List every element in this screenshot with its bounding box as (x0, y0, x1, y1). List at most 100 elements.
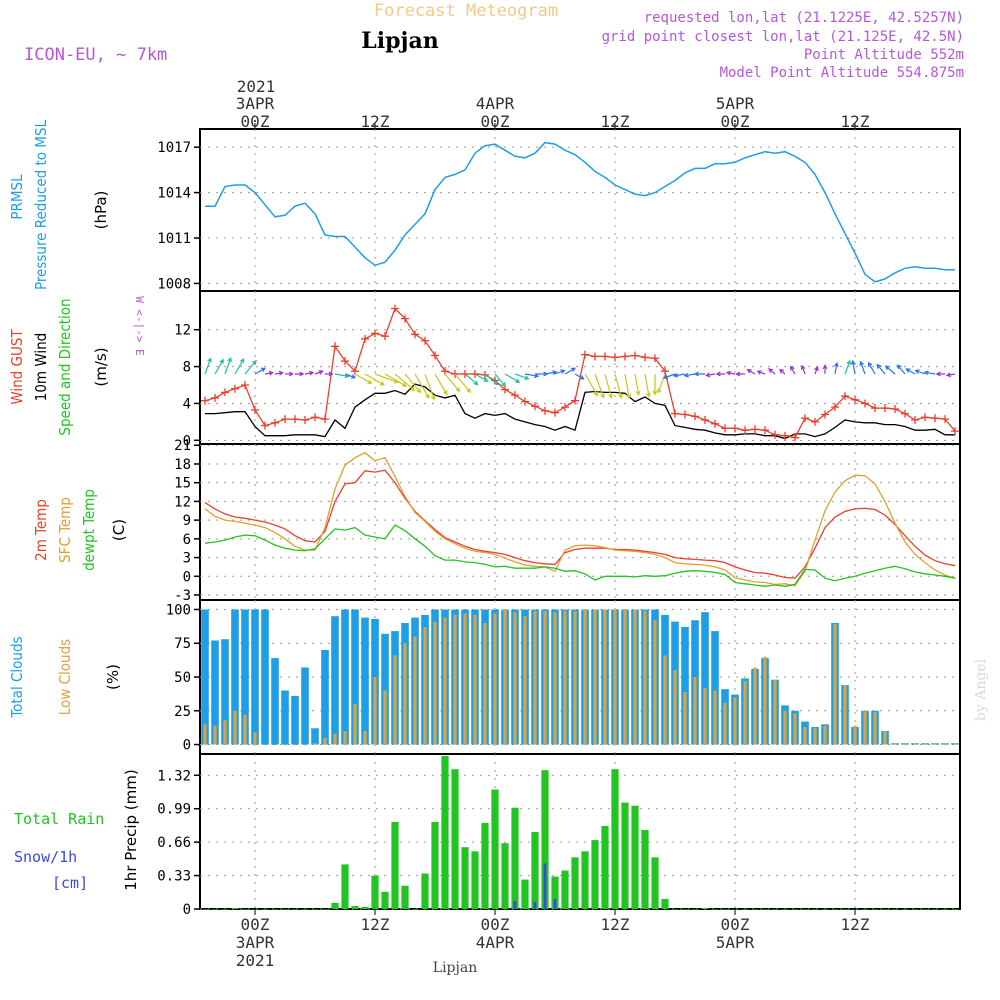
wind-gust-marker (941, 415, 949, 424)
low-clouds-bar (893, 743, 897, 745)
wind-gust-marker (711, 419, 719, 428)
wind-gust-marker (431, 351, 439, 360)
y-tick-label: 9 (183, 513, 191, 529)
wind-direction-arrow (905, 368, 916, 375)
wind-gust-marker (461, 369, 469, 378)
low-clouds-bar (543, 610, 547, 745)
wind-gust-marker (561, 403, 569, 412)
low-clouds-bar (593, 609, 597, 745)
wind-direction-arrow (683, 372, 696, 378)
wind-gust-marker (881, 404, 889, 413)
low-clouds-bar (333, 733, 337, 745)
wind-direction-arrow (833, 361, 839, 375)
low-clouds-bar (883, 731, 887, 745)
rain-bar (841, 909, 849, 910)
rain-bar (351, 906, 359, 909)
wind-direction-arrow (884, 365, 896, 375)
wind-gust-marker (551, 408, 559, 417)
low-clouds-bar (203, 724, 207, 745)
total-clouds-bar (281, 690, 289, 745)
low-clouds-bar (953, 743, 957, 745)
low-clouds-bar (323, 737, 327, 745)
wind-direction-arrow (624, 373, 632, 400)
low-clouds-bar (823, 725, 827, 745)
low-clouds-bar (263, 744, 267, 746)
rain-bar (311, 909, 319, 910)
rain-bar (651, 857, 659, 909)
rain-bar (231, 908, 239, 909)
panel-label: dewpt Temp (80, 489, 98, 571)
wind-direction-arrow (735, 371, 745, 377)
wind-direction-arrow (234, 358, 245, 375)
y-tick-label: 0.99 (157, 802, 191, 818)
low-clouds-bar (463, 613, 467, 745)
wind-gust-marker (301, 416, 309, 425)
x-hour-label-top: 00Z (721, 112, 750, 131)
wind-direction-arrow (444, 373, 461, 393)
panel-unit-label: (C) (110, 519, 128, 541)
low-clouds-bar (853, 725, 857, 745)
total-clouds-bar (321, 650, 329, 745)
wind-direction-arrow (778, 368, 786, 375)
wind-direction-arrow (564, 367, 576, 375)
rain-bar (661, 898, 669, 909)
wind-direction-arrow (768, 368, 776, 375)
y-tick-label: 6 (183, 532, 191, 548)
rain-bar (411, 909, 419, 910)
low-clouds-bar (383, 690, 387, 745)
low-clouds-bar (913, 743, 917, 745)
low-clouds-bar (253, 732, 257, 745)
low-clouds-bar (703, 687, 707, 745)
wind-gust-marker (621, 352, 629, 361)
panel-1: 1008 1011 1014 1017 (157, 128, 961, 292)
low-clouds-bar (273, 744, 277, 746)
rain-bar (501, 843, 509, 909)
wind-direction-arrow (859, 360, 866, 375)
wind-direction-arrow (514, 373, 530, 380)
wind-direction-arrow (844, 359, 851, 375)
wind-direction-arrow (662, 373, 676, 380)
x-date-label-bottom: 5APR (716, 933, 755, 952)
wind-direction-arrow (644, 373, 651, 398)
y-tick-label: 0.33 (157, 869, 191, 885)
low-clouds-bar (473, 614, 477, 745)
rain-bar (521, 879, 529, 909)
x-hour-label-bottom: 00Z (721, 915, 750, 934)
rain-bar (771, 909, 779, 910)
panel-label: Total Rain (14, 810, 104, 828)
wind-gust-marker (661, 367, 669, 376)
wind-direction-arrow (604, 373, 613, 400)
wind-gust-marker (271, 418, 279, 427)
wind-direction-arrow (224, 357, 232, 375)
wind-gust-marker (681, 410, 689, 419)
x-date-label-top: 4APR (476, 94, 515, 113)
low-clouds-bar (413, 636, 417, 745)
rain-bar (681, 909, 689, 910)
dewpt-temp-line (204, 524, 956, 587)
wind-gust-marker (381, 332, 389, 341)
low-clouds-bar (723, 702, 727, 745)
low-clouds-bar (673, 670, 677, 745)
wind-direction-arrow (244, 359, 257, 375)
wind-gust-marker (521, 397, 529, 406)
y-tick-label: 0 (183, 902, 191, 918)
wind-gust-marker (201, 396, 209, 405)
low-clouds-bar (393, 655, 397, 745)
wind-gust-marker (931, 414, 939, 423)
total-clouds-bar (251, 609, 259, 745)
wind-gust-marker (951, 427, 959, 436)
rain-bar (691, 909, 699, 910)
footer-location: Lipjan (433, 960, 477, 976)
wind-gust-marker (801, 414, 809, 423)
low-clouds-bar (523, 616, 527, 745)
wind-gust-marker (771, 430, 779, 439)
wind-direction-arrow (945, 372, 956, 378)
wind-direction-arrow (822, 364, 828, 374)
wind-gust-marker (821, 410, 829, 419)
y-tick-label: 50 (174, 670, 191, 686)
wind-gust-marker (211, 393, 219, 402)
low-clouds-bar (793, 713, 797, 745)
rain-bar (791, 909, 799, 910)
rain-bar (921, 909, 929, 910)
requested-coordinates: requested lon,lat (21.1225E, 42.5257N) (644, 10, 964, 26)
